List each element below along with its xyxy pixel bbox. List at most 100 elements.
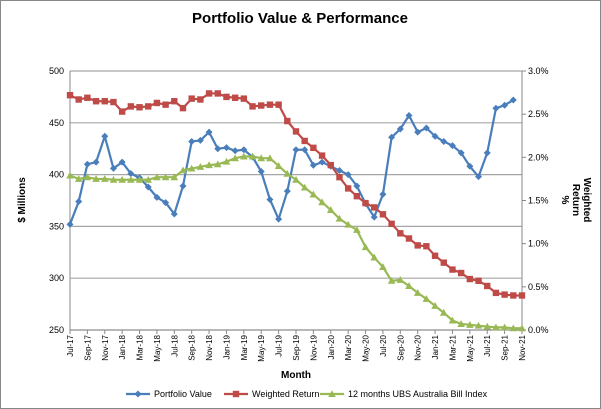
data-point (179, 182, 187, 190)
data-point (92, 98, 100, 105)
data-point (144, 183, 152, 191)
data-point (501, 101, 509, 109)
data-point (301, 146, 309, 154)
y2-tick-label: 0.0% (528, 325, 549, 335)
data-point (101, 132, 109, 140)
data-point (370, 253, 379, 261)
y-tick-label: 500 (49, 66, 64, 76)
data-point (466, 321, 474, 328)
data-point (509, 96, 517, 104)
data-point (153, 173, 161, 181)
data-point (83, 160, 91, 168)
data-point (484, 282, 491, 290)
x-tick-label: Jul-17 (66, 334, 75, 356)
data-point (134, 390, 142, 398)
data-point (318, 198, 326, 206)
x-tick-label: Sep-20 (396, 334, 405, 360)
x-tick-label: Nov-18 (205, 334, 214, 360)
data-point (353, 226, 361, 233)
data-point (75, 198, 83, 206)
data-point (84, 94, 91, 101)
x-tick-label: Jul-21 (483, 334, 492, 356)
x-tick-label: Sep-19 (292, 334, 301, 360)
data-point (457, 269, 465, 277)
data-point (309, 190, 318, 198)
data-point (370, 213, 378, 221)
data-point (248, 152, 257, 160)
data-point (92, 175, 100, 182)
data-point (275, 215, 283, 223)
data-point (162, 101, 169, 108)
data-point (144, 175, 153, 183)
data-point (197, 96, 204, 103)
data-point (300, 183, 309, 191)
data-point (66, 91, 74, 99)
data-point (292, 175, 300, 183)
data-point (301, 137, 308, 145)
series-portfolio-value (66, 96, 517, 228)
data-point (413, 289, 422, 296)
data-point (275, 101, 282, 108)
x-tick-label: Jul-18 (170, 334, 179, 356)
data-point (205, 90, 213, 97)
chart-title: Portfolio Value & Performance (192, 10, 408, 27)
data-point (231, 94, 239, 101)
data-point (249, 103, 256, 110)
y2-tick-label: 0.5% (528, 282, 549, 292)
series-12-months-ubs-australia-bill-index (66, 152, 526, 332)
x-tick-label: Nov-21 (518, 334, 527, 360)
data-point (223, 93, 230, 101)
data-point (492, 289, 500, 297)
data-point (440, 137, 448, 145)
data-point (396, 125, 404, 133)
data-point (153, 193, 161, 201)
data-point (396, 276, 405, 283)
data-point (231, 147, 239, 155)
data-point (361, 243, 370, 251)
data-point (118, 175, 126, 183)
data-point (483, 322, 492, 330)
y-tick-label: 350 (49, 221, 64, 231)
data-point (483, 149, 491, 157)
data-point (170, 173, 179, 181)
data-point (475, 173, 483, 181)
data-point (492, 104, 500, 112)
data-point (397, 230, 404, 237)
data-point (110, 98, 117, 106)
data-point (371, 204, 378, 211)
x-tick-label: May-21 (466, 334, 475, 361)
x-tick-label: Jan-18 (118, 334, 127, 359)
data-point (328, 390, 336, 397)
data-point (258, 102, 265, 109)
data-point (101, 98, 108, 105)
data-point (466, 275, 474, 283)
data-point (449, 266, 456, 273)
x-tick-label: Mar-18 (136, 334, 145, 360)
data-point (500, 323, 509, 331)
data-point (240, 146, 248, 154)
data-point (205, 161, 213, 169)
data-point (335, 214, 344, 222)
data-point (440, 259, 447, 266)
data-point (309, 161, 317, 169)
data-point (501, 291, 508, 298)
y2-axis-label: WeightedReturn% (559, 178, 592, 223)
data-point (318, 158, 326, 166)
data-point (414, 242, 421, 249)
data-point (188, 95, 195, 102)
x-tick-label: Sep-21 (501, 334, 510, 360)
data-point (475, 277, 482, 284)
data-point (431, 302, 439, 309)
data-point (405, 282, 413, 289)
x-tick-label: Jan-21 (431, 334, 440, 359)
data-point (66, 220, 74, 228)
data-point (196, 136, 204, 144)
data-point (510, 292, 517, 299)
data-point (310, 144, 317, 152)
data-point (284, 117, 291, 125)
data-point (100, 175, 109, 182)
data-point (231, 154, 239, 162)
data-point (109, 164, 117, 172)
legend-entry: Portfolio Value (154, 389, 212, 399)
